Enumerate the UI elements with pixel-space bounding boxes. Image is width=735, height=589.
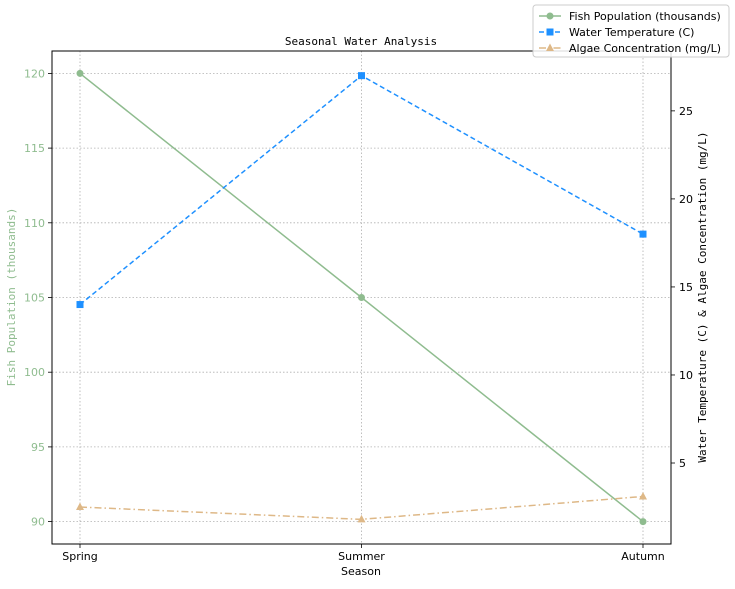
- x-tick-label: Summer: [338, 550, 385, 563]
- legend-frame: [532, 4, 730, 58]
- legend: Fish Population (thousands) Water Tempera…: [532, 4, 730, 58]
- left-y-tick-label: 100: [24, 366, 45, 379]
- left-y-tick-label: 95: [31, 441, 45, 454]
- data-point-algae-concentration-mg-l: [76, 502, 84, 511]
- x-axis-label: Season: [341, 565, 381, 578]
- right-y-tick-label: 15: [679, 281, 693, 294]
- x-tick-label: Autumn: [621, 550, 664, 563]
- data-point-algae-concentration-mg-l: [639, 491, 647, 500]
- legend-marker-algae-concentration-mg-l: [546, 43, 554, 51]
- right-y-tick-label: 5: [679, 457, 686, 470]
- right-y-tick-label: 10: [679, 369, 693, 382]
- legend-label-water-temperature-c: Water Temperature (C): [569, 26, 694, 39]
- right-y-tick-label: 25: [679, 105, 693, 118]
- left-y-tick-label: 115: [24, 142, 45, 155]
- data-point-fish-population-thousands: [358, 294, 365, 301]
- legend-marker-fish-population-thousands: [546, 12, 554, 20]
- data-point-water-temperature-c: [358, 72, 365, 80]
- x-tick-label: Spring: [62, 550, 98, 563]
- legend-label-algae-concentration-mg-l: Algae Concentration (mg/L): [569, 42, 721, 55]
- chart-title: Seasonal Water Analysis: [285, 35, 437, 48]
- left-y-tick-label: 90: [31, 516, 45, 529]
- data-point-water-temperature-c: [639, 230, 647, 238]
- data-point-fish-population-thousands: [76, 69, 84, 77]
- axes: Spring Summer Autumn 90 95 100 105 110 115 120 5 10…: [24, 67, 693, 563]
- left-y-axis-label: Fish Population (thousands): [5, 208, 18, 387]
- legend-label-fish-population-thousands: Fish Population (thousands): [569, 10, 721, 23]
- legend-marker-water-temperature-c: [546, 28, 554, 36]
- series-layer: [76, 69, 647, 526]
- right-y-tick-label: 20: [679, 193, 693, 206]
- left-y-tick-label: 120: [24, 67, 45, 80]
- data-point-fish-population-thousands: [639, 518, 647, 526]
- left-y-tick-label: 105: [24, 292, 45, 305]
- data-point-algae-concentration-mg-l: [357, 514, 366, 523]
- data-point-water-temperature-c: [76, 301, 84, 309]
- right-y-axis-label: Water Temperature (C) & Algae Concentrat…: [696, 131, 709, 462]
- left-y-tick-label: 110: [24, 217, 45, 230]
